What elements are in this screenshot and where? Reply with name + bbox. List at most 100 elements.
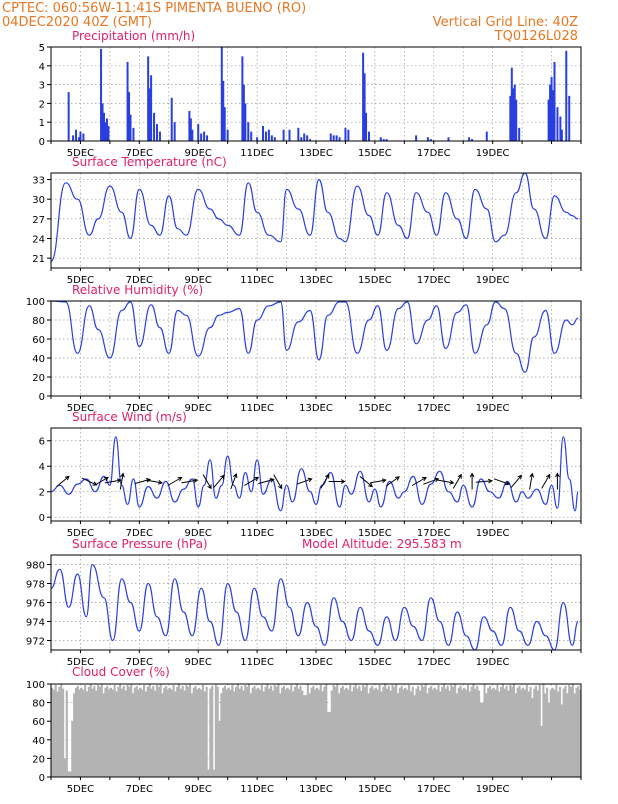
x-tick-label: 11DEC <box>240 784 274 795</box>
cloud-bar <box>509 684 512 777</box>
cloud-bar <box>465 689 468 777</box>
cloud-bar <box>144 691 147 777</box>
x-tick-label: 17DEC <box>417 528 451 539</box>
cloud-bar <box>152 685 155 777</box>
cloud-bar <box>97 684 100 777</box>
x-tick-label: 15DEC <box>358 657 392 668</box>
panel-title: Surface Wind (m/s) <box>72 410 187 424</box>
cloud-bar <box>216 686 219 777</box>
cloud-bar <box>154 690 157 777</box>
precip-bar <box>223 107 226 141</box>
cloud-bar <box>496 684 499 777</box>
cloud-bar <box>317 689 320 777</box>
cloud-bar <box>286 687 289 777</box>
series-line <box>50 436 579 512</box>
cloud-bar <box>260 684 263 777</box>
cloud-bar <box>525 684 528 777</box>
model-altitude-label: Model Altitude: 295.583 m <box>302 537 462 551</box>
x-tick-label: 11DEC <box>240 403 274 414</box>
cloud-bar <box>439 691 442 777</box>
cloud-bar <box>155 684 159 777</box>
cloud-bar <box>128 686 131 777</box>
precip-bar <box>158 131 161 141</box>
cloud-bar <box>454 684 457 777</box>
precip-bar <box>273 137 276 141</box>
panel-title: Surface Pressure (hPa) <box>72 537 208 551</box>
y-tick-label: 60 <box>32 335 45 346</box>
wind-arrow <box>541 473 551 489</box>
cloud-bar <box>104 687 107 777</box>
cloud-bar <box>494 689 497 777</box>
precip-bar <box>256 137 259 141</box>
cloud-bar <box>488 685 492 777</box>
panel-title: Surface Temperature (nC) <box>72 155 227 169</box>
cloud-bar <box>455 693 459 777</box>
cloud-bar <box>157 686 160 777</box>
cloud-bar <box>266 684 269 777</box>
cloud-bar <box>352 686 355 777</box>
cloud-bar <box>135 685 138 777</box>
cloud-bar <box>380 691 383 777</box>
cloud-bar <box>124 690 127 777</box>
cloud-bar <box>522 687 525 777</box>
cloud-bar <box>505 685 508 777</box>
cloud-bar <box>376 689 379 777</box>
y-tick-label: 30 <box>32 195 45 206</box>
cloud-bar <box>406 689 409 777</box>
cloud-bar <box>85 691 89 777</box>
cloud-bar <box>225 689 228 777</box>
cloud-bar <box>257 687 260 777</box>
cloud-bar <box>347 689 350 777</box>
cloud-bar <box>476 685 479 777</box>
cloud-bar <box>275 686 278 777</box>
cloud-bar <box>163 687 166 777</box>
x-tick-label: 11DEC <box>240 148 274 159</box>
x-tick-label: 19DEC <box>476 528 510 539</box>
cloud-bar <box>542 684 545 777</box>
cloud-bar <box>332 684 335 777</box>
precip-bar <box>306 135 309 141</box>
wind-arrow <box>320 473 330 489</box>
cloud-bar <box>159 684 162 777</box>
cloud-bar <box>293 686 297 777</box>
cloud-bar <box>360 690 363 777</box>
cloud-bar <box>562 688 565 777</box>
cloud-bar <box>312 685 315 777</box>
cloud-bar <box>303 695 306 777</box>
cloud-bar <box>400 685 403 777</box>
precip-bar <box>79 131 82 141</box>
x-tick-label: 9DEC <box>185 275 212 286</box>
panel-2: Surface Temperature (nC) 21 24 27 30 33 5DEC 7D… <box>32 155 582 286</box>
cloud-bar <box>282 685 286 777</box>
cloud-bar <box>67 771 70 777</box>
cloud-bar <box>518 685 521 777</box>
cloud-bar <box>452 686 455 777</box>
x-tick-label: 7DEC <box>126 528 153 539</box>
cloud-bar <box>442 684 446 777</box>
panel-3: Relative Humidity (%) 0 20 40 60 80 100 5DEC 7DE… <box>26 283 582 414</box>
cloud-bar <box>321 691 324 777</box>
cloud-bar <box>131 693 135 777</box>
precip-bar <box>549 84 552 141</box>
panel-title: Precipitation (mm/h) <box>72 29 195 43</box>
cloud-bar <box>304 695 308 777</box>
cloud-bar <box>146 686 149 777</box>
cloud-bar <box>181 685 184 777</box>
x-tick-label: 13DEC <box>299 784 333 795</box>
cloud-bar <box>126 684 129 777</box>
x-tick-label: 5DEC <box>67 784 94 795</box>
y-tick-label: 0 <box>39 137 45 148</box>
cloud-bar <box>343 689 346 777</box>
wind-arrow <box>469 472 475 490</box>
cloud-bar <box>111 689 114 777</box>
cloud-bar <box>398 687 401 777</box>
cloud-bar <box>258 689 262 777</box>
cloud-bar <box>255 689 258 777</box>
cloud-bar <box>330 690 333 777</box>
y-tick-label: 40 <box>32 354 45 365</box>
cloud-bar <box>220 693 223 777</box>
precip-bar <box>241 56 244 141</box>
y-tick-label: 20 <box>32 373 45 384</box>
cloud-bar <box>299 685 302 777</box>
